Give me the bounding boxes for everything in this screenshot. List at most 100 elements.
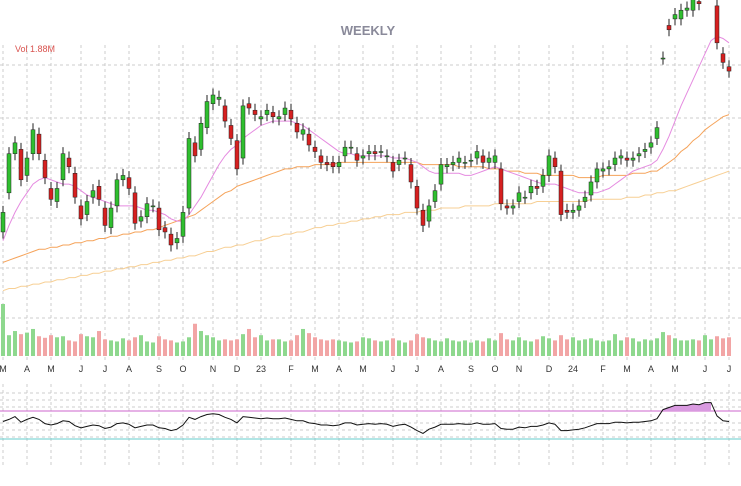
candle-body xyxy=(480,155,486,163)
volume-bar xyxy=(211,337,215,356)
volume-bar xyxy=(55,337,59,356)
candle-body xyxy=(606,166,612,170)
volume-bar xyxy=(37,336,41,356)
candle-body xyxy=(684,7,690,11)
volume-bar xyxy=(451,340,455,356)
volume-bar xyxy=(637,341,641,356)
volume-bar xyxy=(631,338,635,356)
volume-bar xyxy=(661,332,665,356)
x-tick-label: 24 xyxy=(568,364,578,374)
volume-bar xyxy=(463,340,467,356)
candle-body xyxy=(600,168,606,172)
volume-bar xyxy=(247,328,251,356)
x-tick-label: M xyxy=(47,364,55,374)
volume-bar xyxy=(127,340,131,356)
volume-bar xyxy=(85,336,89,356)
candle-body xyxy=(174,238,180,244)
volume-bar xyxy=(691,339,695,356)
volume-bar xyxy=(373,340,377,356)
candle-body xyxy=(426,205,432,222)
candle-body xyxy=(12,142,18,154)
candle-body xyxy=(258,116,264,120)
candle-body xyxy=(78,205,84,220)
candle-body xyxy=(192,142,198,157)
volume-label: Vol 1.88M xyxy=(15,44,55,54)
volume-bar xyxy=(97,331,101,356)
volume-bar xyxy=(553,340,557,356)
candle-body xyxy=(450,162,456,165)
volume-bar xyxy=(565,339,569,356)
candle-body xyxy=(504,205,510,209)
candle-body xyxy=(312,146,318,152)
volume-bar xyxy=(241,334,245,356)
candle-body xyxy=(18,149,24,181)
candle-body xyxy=(330,162,336,167)
candle-body xyxy=(108,207,114,228)
x-tick-label: N xyxy=(516,364,523,374)
candle-body xyxy=(678,9,684,20)
candle-body xyxy=(612,157,618,165)
volume-bar xyxy=(505,339,509,356)
volume-bar xyxy=(271,339,275,356)
candle-body xyxy=(246,103,252,109)
volume-bar xyxy=(277,339,281,356)
volume-bar xyxy=(415,334,419,356)
volume-bar xyxy=(583,339,587,356)
volume-bars xyxy=(1,304,731,356)
candle-body xyxy=(390,162,396,172)
candle-body xyxy=(558,170,564,215)
x-tick-label: A xyxy=(24,364,30,374)
volume-bar xyxy=(307,333,311,356)
volume-bar xyxy=(79,334,83,356)
candle-body xyxy=(90,190,96,198)
x-tick-label: D xyxy=(546,364,553,374)
candle-body xyxy=(360,155,366,159)
x-tick-label: A xyxy=(336,364,342,374)
volume-bar xyxy=(295,335,299,356)
volume-bar xyxy=(343,341,347,356)
candle-body xyxy=(414,186,420,209)
volume-bar xyxy=(727,337,731,356)
volume-bar xyxy=(313,337,317,356)
candle-body xyxy=(648,142,654,148)
candle-body xyxy=(498,168,504,204)
volume-bar xyxy=(643,339,647,356)
volume-bar xyxy=(253,337,257,356)
volume-bar xyxy=(331,339,335,356)
volume-bar xyxy=(361,337,365,356)
volume-bar xyxy=(535,339,539,356)
volume-bar xyxy=(571,337,575,356)
x-tick-label: M xyxy=(311,364,319,374)
volume-bar xyxy=(481,341,485,356)
rsi-line xyxy=(2,402,730,434)
candle-body xyxy=(36,133,42,154)
ma-long-line xyxy=(2,170,730,292)
candle-body xyxy=(552,157,558,167)
candle-body xyxy=(564,209,570,213)
volume-bar xyxy=(283,341,287,356)
candle-body xyxy=(354,153,360,161)
candle-body xyxy=(126,177,132,189)
price-candles xyxy=(0,0,732,252)
candle-body xyxy=(96,186,102,200)
x-tick-label: F xyxy=(288,364,294,374)
volume-bar xyxy=(133,337,137,356)
x-tick-label: J xyxy=(79,364,84,374)
candle-body xyxy=(42,159,48,178)
candle-body xyxy=(270,112,276,117)
volume-bar xyxy=(385,340,389,356)
volume-bar xyxy=(589,338,593,356)
candle-body xyxy=(144,203,150,217)
candle-body xyxy=(204,101,210,128)
volume-bar xyxy=(679,340,683,356)
rsi-panel xyxy=(0,402,741,440)
volume-bar xyxy=(703,335,707,356)
x-tick-label: O xyxy=(491,364,498,374)
volume-bar xyxy=(607,340,611,356)
candle-body xyxy=(210,94,216,104)
volume-bar xyxy=(685,340,689,356)
volume-bar xyxy=(511,340,515,356)
candle-body xyxy=(168,233,174,246)
candle-body xyxy=(474,151,480,159)
